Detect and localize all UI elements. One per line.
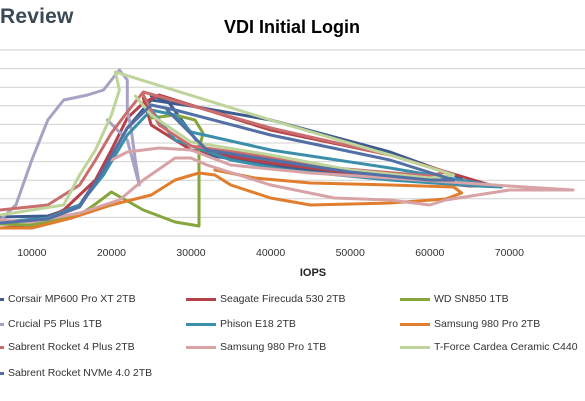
legend-item: Samsung 980 Pro 2TB [400,317,540,331]
brand-logo: Review [0,5,74,28]
legend-label: WD SN850 1TB [434,293,509,305]
legend-label: Sabrent Rocket NVMe 4.0 2TB [8,367,153,379]
legend-label: Crucial P5 Plus 1TB [8,318,102,330]
legend-label: Phison E18 2TB [220,318,296,330]
x-tick-label: 30000 [176,247,205,259]
series-line-2 [0,93,495,230]
legend-item: Seagate Firecuda 530 2TB [186,292,346,306]
series-line-6 [0,168,464,230]
chart-gridlines [0,49,585,237]
legend-swatch [186,297,216,301]
series-line-10 [0,103,456,225]
legend-item: Corsair MP600 Pro XT 2TB [0,292,136,306]
chart-title: VDI Initial Login [224,17,360,37]
x-tick-label: 10000 [17,247,46,259]
legend-item: Sabrent Rocket NVMe 4.0 2TB [0,366,152,380]
legend-label: Sabrent Rocket 4 Plus 2TB [8,341,135,353]
legend-item: WD SN850 1TB [400,292,509,306]
series-line-9 [0,70,456,217]
series-line-7 [0,90,448,212]
chart-series [0,68,575,230]
legend-swatch [400,345,430,349]
x-tick-label: 20000 [97,247,126,259]
legend-label: Samsung 980 Pro 1TB [220,341,327,353]
legend-label: Seagate Firecuda 530 2TB [220,293,346,305]
legend-item: Sabrent Rocket 4 Plus 2TB [0,340,135,354]
legend-label: Samsung 980 Pro 2TB [434,318,541,330]
legend-label: Corsair MP600 Pro XT 2TB [8,293,136,305]
x-axis-label: IOPS [300,267,326,279]
x-tick-label: 50000 [336,247,365,259]
legend-swatch [0,322,4,326]
legend-label: T-Force Cardea Ceramic C440 [434,341,578,353]
legend-item: T-Force Cardea Ceramic C440 [400,340,578,354]
legend-swatch [400,297,430,301]
legend-swatch [0,345,4,349]
legend-swatch [0,297,4,301]
x-tick-label: 40000 [256,247,285,259]
x-tick-label: 70000 [495,247,524,259]
legend-item: Phison E18 2TB [186,317,296,331]
legend-swatch [186,322,216,326]
legend-swatch [0,371,4,375]
x-tick-label: 60000 [415,247,444,259]
legend-swatch [186,345,216,349]
series-line-8 [0,146,575,224]
legend-swatch [400,322,430,326]
legend-item: Crucial P5 Plus 1TB [0,317,102,331]
legend-item: Samsung 980 Pro 1TB [186,340,326,354]
x-tick-labels: 10000 20000 30000 40000 50000 60000 70000 [17,247,524,259]
